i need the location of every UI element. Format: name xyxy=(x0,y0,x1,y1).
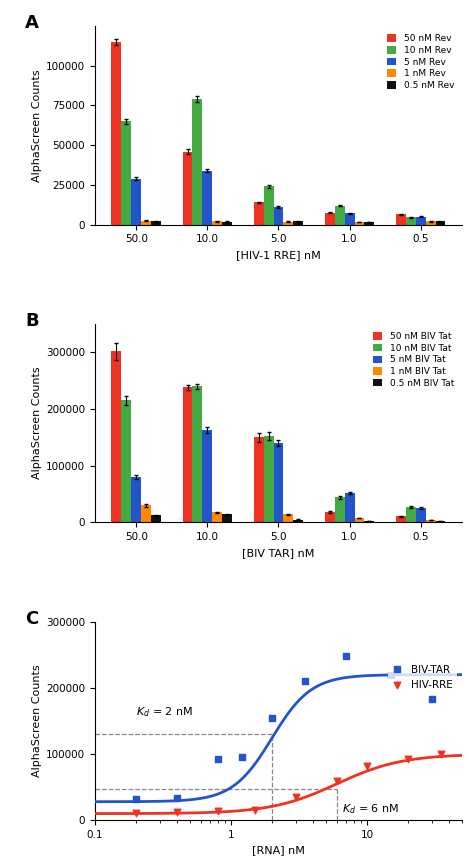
BIV-TAR xyxy=(173,792,181,806)
X-axis label: [BIV TAR] nM: [BIV TAR] nM xyxy=(242,548,315,558)
Bar xyxy=(254,437,264,523)
HIV-RRE xyxy=(438,747,445,761)
Bar xyxy=(416,509,426,523)
HIV-RRE xyxy=(173,805,181,819)
Bar xyxy=(335,497,345,523)
Bar xyxy=(111,42,121,225)
Text: B: B xyxy=(25,312,38,330)
Bar xyxy=(426,520,436,523)
Bar xyxy=(141,220,151,225)
BIV-TAR xyxy=(342,649,350,663)
Bar xyxy=(182,152,192,225)
Bar xyxy=(345,493,355,523)
HIV-RRE xyxy=(404,753,412,766)
BIV-TAR xyxy=(132,792,139,806)
Bar xyxy=(335,206,345,225)
Bar xyxy=(436,221,446,225)
X-axis label: [RNA] nM: [RNA] nM xyxy=(252,845,305,856)
Bar xyxy=(151,515,161,523)
Bar xyxy=(121,400,131,523)
Bar xyxy=(202,171,212,225)
BIV-TAR xyxy=(238,751,246,765)
Bar xyxy=(182,387,192,523)
HIV-RRE xyxy=(363,759,371,773)
BIV-TAR xyxy=(268,711,276,725)
BIV-TAR xyxy=(428,692,436,706)
Text: A: A xyxy=(25,14,39,32)
Bar xyxy=(264,187,273,225)
HIV-RRE xyxy=(292,790,300,804)
Bar xyxy=(355,222,365,225)
Bar xyxy=(222,515,232,523)
Bar xyxy=(192,99,202,225)
Bar xyxy=(365,221,374,225)
Bar xyxy=(222,221,232,225)
Bar xyxy=(273,207,283,225)
Y-axis label: AlphaScreen Counts: AlphaScreen Counts xyxy=(32,367,42,479)
Bar xyxy=(131,477,141,523)
Bar xyxy=(325,512,335,523)
X-axis label: [HIV-1 RRE] nM: [HIV-1 RRE] nM xyxy=(236,250,321,260)
Bar xyxy=(293,520,303,523)
Bar xyxy=(254,202,264,225)
HIV-RRE xyxy=(333,773,341,787)
Bar xyxy=(273,443,283,523)
Bar xyxy=(426,221,436,225)
Text: C: C xyxy=(25,610,38,628)
Text: $K_d$ = 6 nM: $K_d$ = 6 nM xyxy=(342,802,399,816)
Bar xyxy=(212,512,222,523)
Bar xyxy=(406,507,416,523)
HIV-RRE xyxy=(214,804,221,818)
HIV-RRE xyxy=(132,806,139,820)
Legend: BIV-TAR, HIV-RRE: BIV-TAR, HIV-RRE xyxy=(388,661,457,694)
Bar xyxy=(406,218,416,225)
Bar xyxy=(355,518,365,523)
BIV-TAR xyxy=(387,667,395,681)
Bar xyxy=(121,122,131,225)
Legend: 50 nM Rev, 10 nM Rev, 5 nM Rev, 1 nM Rev, 0.5 nM Rev: 50 nM Rev, 10 nM Rev, 5 nM Rev, 1 nM Rev… xyxy=(383,30,457,94)
Bar xyxy=(212,221,222,225)
Bar xyxy=(436,522,446,523)
Bar xyxy=(141,505,151,523)
Bar xyxy=(396,516,406,523)
BIV-TAR xyxy=(301,674,309,688)
Y-axis label: AlphaScreen Counts: AlphaScreen Counts xyxy=(32,69,42,181)
Y-axis label: AlphaScreen Counts: AlphaScreen Counts xyxy=(32,665,42,778)
Bar xyxy=(192,386,202,523)
Bar xyxy=(345,214,355,225)
Legend: 50 nM BIV Tat, 10 nM BIV Tat, 5 nM BIV Tat, 1 nM BIV Tat, 0.5 nM BIV Tat: 50 nM BIV Tat, 10 nM BIV Tat, 5 nM BIV T… xyxy=(370,328,457,391)
Bar xyxy=(325,213,335,225)
Bar xyxy=(151,221,161,225)
Bar xyxy=(283,221,293,225)
Bar xyxy=(365,521,374,523)
BIV-TAR xyxy=(214,753,221,766)
Text: $K_d$ = 2 nM: $K_d$ = 2 nM xyxy=(136,706,193,720)
Bar xyxy=(111,351,121,523)
Bar xyxy=(283,515,293,523)
Bar xyxy=(131,179,141,225)
Bar xyxy=(293,221,303,225)
Bar xyxy=(264,436,273,523)
Bar xyxy=(416,217,426,225)
HIV-RRE xyxy=(251,803,259,817)
Bar xyxy=(396,214,406,225)
Bar xyxy=(202,430,212,523)
